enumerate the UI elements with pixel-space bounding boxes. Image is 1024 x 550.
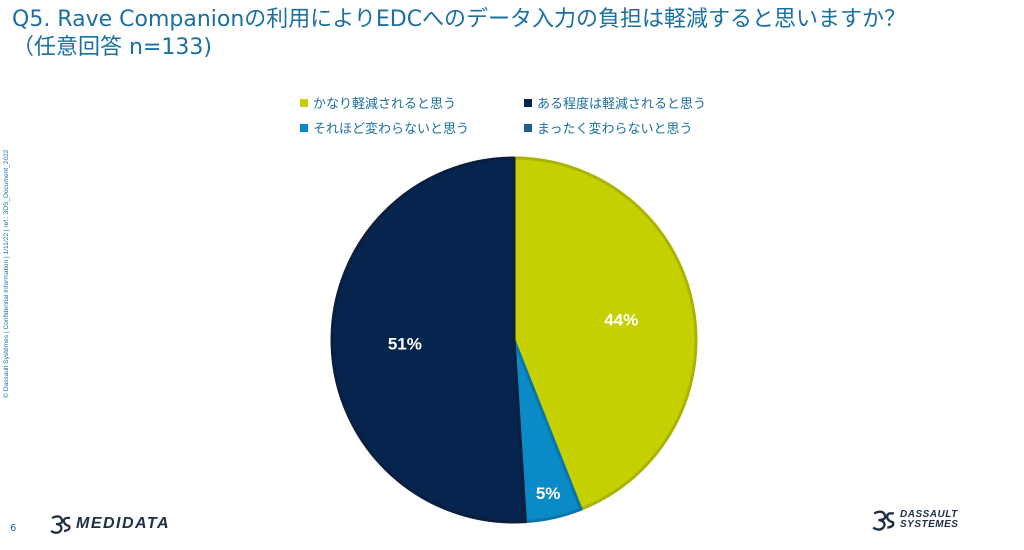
pie-data-label: 51% bbox=[388, 334, 422, 353]
legend-label: ある程度は軽減されると思う bbox=[537, 97, 707, 112]
legend-swatch bbox=[300, 98, 308, 107]
pie-slice bbox=[512, 156, 698, 511]
chart-legend: かなり軽減されると思う ある程度は軽減されると思う それほど変わらないと思う ま… bbox=[300, 93, 764, 137]
3ds-mark-icon bbox=[50, 515, 71, 534]
title-line-2: （任意回答 n=133) bbox=[12, 35, 212, 60]
dassault-wordmark: DASSAULT SYSTEMES bbox=[900, 510, 958, 530]
page-title: Q5. Rave Companionの利用によりEDCへのデータ入力の負担は軽減… bbox=[12, 6, 1016, 62]
pie-data-label: 44% bbox=[604, 311, 638, 330]
legend-label: まったく変わらないと思う bbox=[537, 122, 693, 137]
legend-label: かなり軽減されると思う bbox=[313, 97, 457, 112]
pie-data-label: 5% bbox=[536, 484, 561, 503]
legend-swatch bbox=[300, 123, 308, 132]
pie-slice bbox=[330, 156, 527, 524]
medidata-logo: MEDIDATA bbox=[50, 514, 170, 534]
legend-swatch bbox=[524, 123, 532, 132]
dassault-wordmark-line-1: DASSAULT bbox=[900, 509, 958, 520]
legend-swatch bbox=[524, 98, 532, 107]
legend-item: それほど変わらないと思う bbox=[300, 118, 524, 137]
medidata-wordmark: MEDIDATA bbox=[76, 515, 171, 532]
legend-item: まったく変わらないと思う bbox=[524, 118, 764, 137]
dassault-wordmark-line-2: SYSTEMES bbox=[900, 519, 959, 530]
legend-item: ある程度は軽減されると思う bbox=[524, 93, 764, 112]
title-line-1: Q5. Rave Companionの利用によりEDCへのデータ入力の負担は軽減… bbox=[12, 7, 907, 32]
legend-item: かなり軽減されると思う bbox=[300, 93, 524, 112]
dassault-logo: DASSAULT SYSTEMES bbox=[872, 508, 958, 532]
page-number: 6 bbox=[10, 523, 17, 534]
legend-label: それほど変わらないと思う bbox=[313, 122, 470, 137]
3ds-mark-icon bbox=[872, 510, 895, 531]
